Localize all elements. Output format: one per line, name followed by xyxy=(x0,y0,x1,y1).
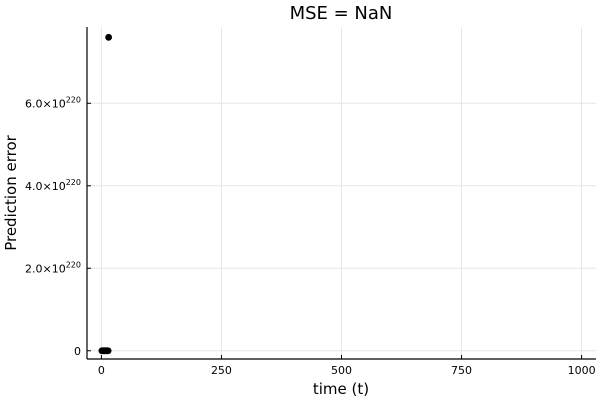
y-axis-label: Prediction error xyxy=(2,134,20,250)
grid-layer xyxy=(87,27,596,359)
points-layer xyxy=(98,33,113,355)
x-tick-label-0: 0 xyxy=(98,364,105,377)
x-tick-label-1: 250 xyxy=(211,364,232,377)
x-tick-label-2: 500 xyxy=(331,364,352,377)
y-tick-label-1: 2.0×10220 xyxy=(25,260,81,275)
y-tick-label-3: 6.0×10220 xyxy=(25,95,81,110)
x-tick-label-3: 750 xyxy=(451,364,472,377)
x-tick-label-4: 1000 xyxy=(568,364,596,377)
y-tick-label-2: 4.0×10220 xyxy=(25,178,81,193)
y-tick-label-0: 0 xyxy=(74,345,81,358)
data-point-0-14 xyxy=(105,33,113,41)
ticks-layer: 0 250 500 750 1000 0 2.0×10220 4.0×10220 6.0×102… xyxy=(25,95,596,377)
x-axis-label: time (t) xyxy=(313,380,369,398)
chart-title: MSE = NaN xyxy=(290,3,393,24)
data-point-0-13 xyxy=(104,347,112,355)
